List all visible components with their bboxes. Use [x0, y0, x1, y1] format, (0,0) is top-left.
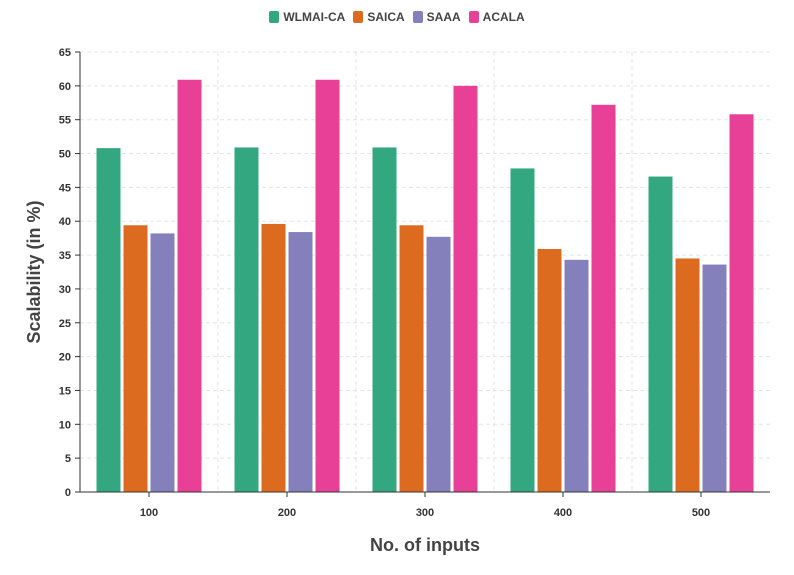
y-tick-label: 5 [65, 453, 71, 465]
x-tick-label: 300 [416, 507, 434, 519]
y-tick-label: 60 [59, 81, 71, 93]
y-tick-label: 0 [65, 487, 71, 499]
bar-wlmai-ca-300[interactable] [372, 147, 397, 492]
y-tick-label: 50 [59, 149, 71, 161]
y-tick-label: 35 [59, 250, 71, 262]
legend-label: SAICA [367, 10, 405, 24]
legend-item-saaa[interactable]: SAAA [412, 10, 461, 24]
y-tick-label: 30 [59, 284, 71, 296]
legend-item-saica[interactable]: SAICA [353, 10, 405, 24]
bar-acala-100[interactable] [177, 79, 202, 492]
legend-item-wlmai-ca[interactable]: WLMAI-CA [269, 10, 345, 24]
x-tick-label: 500 [692, 507, 710, 519]
x-tick-label: 100 [140, 507, 158, 519]
y-tick-label: 55 [59, 115, 71, 127]
bar-wlmai-ca-500[interactable] [648, 176, 673, 493]
bar-acala-200[interactable] [315, 79, 340, 492]
y-tick-label: 25 [59, 318, 71, 330]
bar-saica-200[interactable] [261, 223, 286, 492]
bar-wlmai-ca-400[interactable] [510, 168, 535, 492]
legend-swatch [468, 11, 479, 23]
bar-wlmai-ca-200[interactable] [234, 147, 259, 492]
y-tick-label: 40 [59, 216, 71, 228]
bar-wlmai-ca-100[interactable] [96, 148, 121, 492]
bar-saaa-300[interactable] [426, 236, 451, 492]
y-tick-label: 65 [59, 47, 71, 59]
y-tick-label: 45 [59, 182, 71, 194]
bar-acala-500[interactable] [729, 114, 754, 493]
x-tick-label: 400 [554, 507, 572, 519]
y-tick-labels: 0 5 10 15 20 25 30 35 40 45 50 55 60 65 [59, 47, 80, 499]
legend-swatch [412, 11, 423, 23]
bar-saaa-400[interactable] [564, 259, 589, 492]
y-axis-title: Scalability (in %) [24, 200, 44, 343]
x-axis-title: No. of inputs [370, 535, 480, 555]
bar-saica-100[interactable] [123, 225, 148, 493]
legend-swatch [269, 11, 280, 23]
chart-legend: WLMAI-CA SAICA SAAA ACALA [0, 10, 794, 24]
bar-saica-300[interactable] [399, 225, 424, 493]
legend-label: SAAA [426, 10, 461, 24]
y-tick-label: 20 [59, 352, 71, 364]
legend-swatch [353, 11, 364, 23]
bar-saica-500[interactable] [675, 258, 700, 492]
y-tick-label: 15 [59, 385, 71, 397]
bar-acala-400[interactable] [591, 104, 616, 493]
bar-acala-300[interactable] [453, 85, 478, 492]
bar-saaa-500[interactable] [702, 264, 727, 492]
legend-label: ACALA [482, 10, 525, 24]
bar-saaa-200[interactable] [288, 232, 313, 493]
y-tick-label: 10 [59, 419, 71, 431]
bar-saaa-100[interactable] [150, 233, 175, 492]
legend-item-acala[interactable]: ACALA [468, 10, 525, 24]
x-tick-label: 200 [278, 507, 296, 519]
bar-saica-400[interactable] [537, 248, 562, 492]
bars-group [96, 79, 754, 493]
x-tick-labels: 100 200 300 400 500 [140, 492, 710, 519]
legend-label: WLMAI-CA [283, 10, 346, 24]
